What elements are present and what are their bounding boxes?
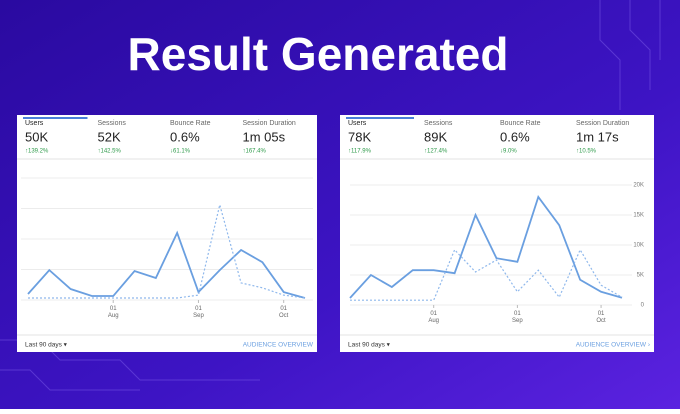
metric-change: ↑127.4% — [424, 149, 448, 155]
metric-label: Users — [25, 120, 44, 127]
x-tick-label: 01 Aug — [108, 306, 119, 319]
series-line — [349, 195, 623, 299]
y-tick-label: 20K — [633, 183, 644, 189]
date-range[interactable]: Last 90 days ▾ — [25, 342, 68, 349]
metric-label: Bounce Rate — [500, 120, 541, 127]
audience-overview-link[interactable]: AUDIENCE OVERVIEW › — [576, 342, 650, 349]
x-tick-label: 01 Aug — [428, 311, 439, 324]
audience-overview-link[interactable]: AUDIENCE OVERVIEW — [243, 342, 314, 349]
date-range[interactable]: Last 90 days ▾ — [348, 342, 391, 349]
metric-change: ↑139.2% — [25, 149, 49, 155]
panel — [340, 115, 654, 352]
y-tick-label: 5K — [637, 273, 644, 279]
metric-value: 52K — [98, 129, 121, 144]
metric-label: Users — [348, 120, 367, 127]
metric-value: 89K — [424, 129, 447, 144]
metric-change: ↑167.4% — [243, 149, 267, 155]
page-title: Result Generated — [128, 28, 509, 80]
x-tick-label: 01 Sep — [193, 306, 204, 319]
metric-value: 0.6% — [170, 129, 200, 144]
metric-change: ↑117.9% — [348, 149, 372, 155]
metric-change: ↑142.5% — [98, 149, 122, 155]
metric-label: Sessions — [424, 120, 453, 127]
metric-label: Sessions — [98, 120, 127, 127]
x-tick-label: 01 Oct — [596, 311, 606, 324]
y-tick-label: 0 — [641, 303, 645, 309]
metric-value: 1m 17s — [576, 129, 619, 144]
series-line — [350, 248, 623, 301]
metric-value: 78K — [348, 129, 371, 144]
metric-label: Session Duration — [243, 120, 296, 127]
metric-label: Session Duration — [576, 120, 629, 127]
metric-value: 1m 05s — [243, 129, 286, 144]
y-tick-label: 15K — [633, 213, 644, 219]
series-line — [27, 230, 306, 299]
metric-change: ↑10.5% — [576, 149, 597, 155]
x-tick-label: 01 Oct — [279, 306, 289, 319]
metric-value: 50K — [25, 129, 48, 144]
metric-label: Bounce Rate — [170, 120, 211, 127]
metric-change: ↓61.1% — [170, 149, 191, 155]
panel — [17, 115, 317, 352]
y-tick-label: 10K — [633, 243, 644, 249]
metric-value: 0.6% — [500, 129, 530, 144]
x-tick-label: 01 Sep — [512, 311, 523, 324]
metric-change: ↓9.0% — [500, 149, 517, 155]
